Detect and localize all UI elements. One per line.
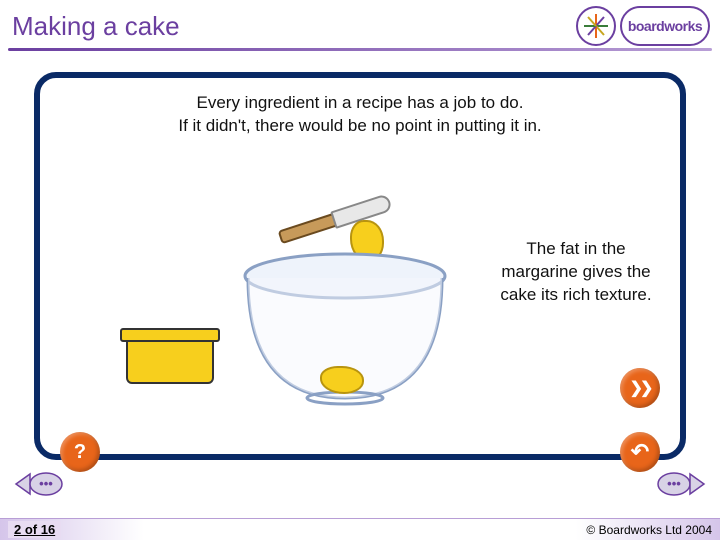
forward-button[interactable]: ❯❯ — [620, 368, 660, 408]
boardworks-logo: boardworks — [620, 6, 710, 46]
help-icon: ? — [74, 441, 86, 464]
fast-forward-icon: ❯❯ — [630, 378, 651, 398]
undo-button[interactable]: ↶ — [620, 432, 660, 472]
intro-text: Every ingredient in a recipe has a job t… — [40, 78, 680, 138]
svg-text:•••: ••• — [667, 476, 681, 491]
margarine-in-bowl-icon — [320, 366, 364, 394]
logo-text: boardworks — [628, 18, 702, 34]
illustration — [120, 198, 460, 398]
header-logos: boardworks — [576, 6, 710, 46]
next-slide-button[interactable]: ••• — [656, 470, 708, 498]
starburst-icon — [576, 6, 616, 46]
header-separator — [8, 48, 712, 51]
page-title: Making a cake — [12, 11, 180, 42]
margarine-tub-icon — [120, 328, 220, 384]
prev-slide-button[interactable]: ••• — [12, 470, 64, 498]
help-button[interactable]: ? — [60, 432, 100, 472]
side-text: The fat in the margarine gives the cake … — [496, 238, 656, 307]
copyright-text: © Boardworks Ltd 2004 — [586, 523, 712, 537]
footer: 2 of 16 © Boardworks Ltd 2004 — [0, 518, 720, 540]
undo-icon: ↶ — [631, 439, 649, 465]
content-panel: Every ingredient in a recipe has a job t… — [34, 72, 686, 460]
intro-line-2: If it didn't, there would be no point in… — [70, 115, 650, 138]
svg-text:•••: ••• — [39, 476, 53, 491]
header: Making a cake boardworks — [0, 0, 720, 48]
intro-line-1: Every ingredient in a recipe has a job t… — [70, 92, 650, 115]
page-indicator: 2 of 16 — [8, 521, 61, 538]
